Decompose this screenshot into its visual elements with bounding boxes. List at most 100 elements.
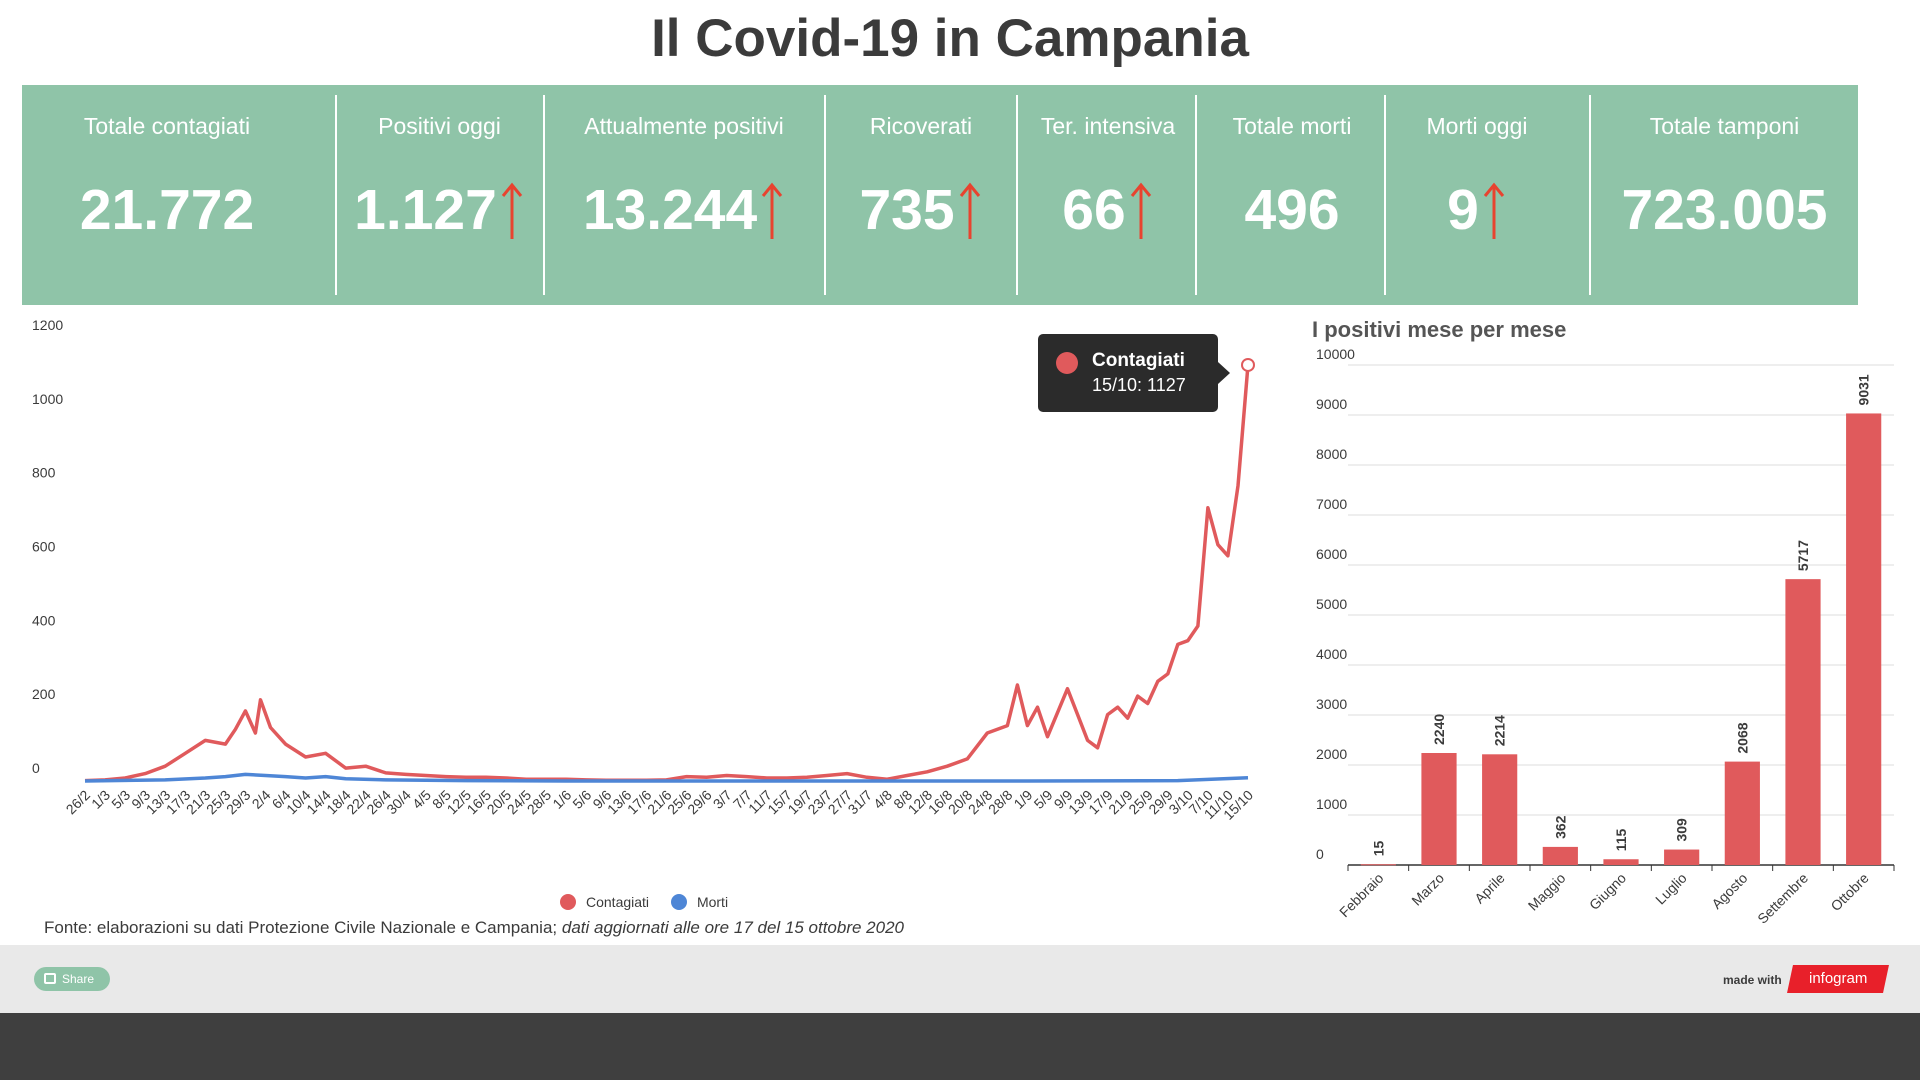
stat-attualmente-positivi: Attualmente positivi 13.244 [545,85,823,305]
y-tick-label: 0 [1316,846,1324,862]
y-tick-label: 7000 [1316,496,1347,512]
stat-label: Positivi oggi [378,113,501,139]
bar-value-label: 2240 [1431,714,1447,745]
bar-giugno[interactable] [1603,859,1639,865]
bottom-bar [0,1013,1920,1080]
stat-divider [543,95,545,295]
stat-divider [824,95,826,295]
x-tick-label: Ottobre [1827,870,1871,914]
stat-label: Totale contagiati [83,113,251,139]
stat-value: 1.127 [337,177,542,243]
stat-label: Ter. intensiva [1040,113,1176,139]
bar-value-label: 2214 [1492,715,1508,746]
bar-value-label: 9031 [1856,374,1872,405]
stat-value: 66 [1018,177,1198,243]
stat-number: 66 [1062,178,1126,242]
bar-febbraio[interactable] [1360,864,1396,866]
stat-number: 1.127 [354,178,497,242]
footer: Share made with infogram [0,945,1920,1013]
y-tick-label: 200 [32,686,56,702]
x-tick-label: Aprile [1471,870,1508,907]
bar-maggio[interactable] [1542,846,1578,865]
up-arrow-icon [501,182,522,239]
stat-number: 723.005 [1621,178,1828,242]
bar-marzo[interactable] [1421,753,1457,865]
legend-item-contagiati[interactable]: Contagiati [560,894,649,910]
x-tick-label: Marzo [1408,870,1447,909]
stats-panel: Totale contagiati 21.772 Positivi oggi 1… [22,85,1858,305]
bar-value-label: 309 [1674,818,1690,842]
page-title: Il Covid-19 in Campania [651,9,1249,68]
stat-number: 13.244 [582,178,758,242]
y-tick-label: 600 [32,539,56,555]
legend-item-morti[interactable]: Morti [670,894,729,910]
stat-morti-oggi: Morti oggi 9 [1386,85,1568,305]
x-tick-label: Luglio [1652,870,1690,908]
y-tick-label: 800 [32,465,56,481]
bar-value-label: 2068 [1734,722,1750,753]
stat-value: 13.244 [545,177,823,243]
legend-label: Morti [696,894,729,910]
stat-number: 21.772 [79,178,255,242]
bar-agosto[interactable] [1724,761,1760,865]
stat-value: 9 [1386,177,1568,243]
update-note: dati aggiornati alle ore 17 del 15 ottob… [561,918,905,937]
stat-value: 21.772 [22,177,312,243]
share-button[interactable]: Share [34,967,110,991]
line-chart: 02004006008001000120026/21/35/39/313/317… [32,317,1256,823]
y-tick-label: 400 [32,612,56,628]
x-tick-label: Settembre [1754,870,1811,927]
bar-value-label: 15 [1370,840,1386,856]
stat-positivi-oggi: Positivi oggi 1.127 [337,85,542,305]
y-tick-label: 2000 [1316,746,1347,762]
stat-divider [1384,95,1386,295]
bar-aprile[interactable] [1482,754,1518,865]
stat-label: Totale tamponi [1649,113,1800,139]
bar-settembre[interactable] [1785,579,1821,865]
stat-totale-tamponi: Totale tamponi 723.005 [1591,85,1858,305]
bar-chart-title: I positivi mese per mese [1312,317,1566,342]
chart-tooltip: Contagiati 15/10: 1127 [1038,334,1230,412]
bar-luglio[interactable] [1664,849,1700,865]
y-tick-label: 0 [32,760,40,776]
stat-value: 723.005 [1591,177,1858,243]
infogram-logo[interactable]: infogram [1787,965,1889,993]
tooltip-series-dot [1056,352,1078,374]
bar-value-label: 115 [1613,828,1629,851]
stat-ricoverati: Ricoverati 735 [826,85,1016,305]
made-with-label: made with [1723,973,1782,987]
tooltip-value: 15/10: 1127 [1092,375,1186,395]
up-arrow-icon [762,182,783,239]
source-note: Fonte: elaborazioni su dati Protezione C… [44,918,904,938]
bar-ottobre[interactable] [1846,413,1882,865]
x-tick-label: Febbraio [1336,870,1387,921]
stat-terapia-intensiva: Ter. intensiva 66 [1018,85,1198,305]
stat-totale-contagiati: Totale contagiati 21.772 [22,85,312,305]
up-arrow-icon [1483,182,1505,239]
share-label: Share [62,972,95,986]
y-tick-label: 1200 [32,317,63,333]
legend-label: Contagiati [586,894,650,910]
stat-divider [1195,95,1197,295]
source-text: Fonte: elaborazioni su dati Protezione C… [44,918,558,937]
stat-label: Totale morti [1232,113,1352,139]
bar-chart: I positivi mese per mese 0 1000 2000 3000 400… [1312,317,1895,927]
highlight-point[interactable] [1241,357,1255,372]
legend-dot [670,894,687,910]
stat-label: Ricoverati [869,113,973,139]
x-tick-label: Agosto [1708,870,1750,912]
stat-divider [335,95,337,295]
y-tick-label: 6000 [1316,546,1347,562]
stat-label: Attualmente positivi [584,113,784,139]
y-tick-label: 1000 [1316,796,1347,812]
series-line-contagiati[interactable] [84,364,1250,783]
x-tick-label: Maggio [1525,870,1569,914]
y-tick-label: 4000 [1316,646,1347,662]
series-line-morti[interactable] [84,772,1249,783]
stat-label: Morti oggi [1426,113,1528,139]
stat-value: 496 [1197,177,1387,243]
stat-number: 735 [859,178,955,242]
bar-value-label: 5717 [1795,540,1811,571]
y-tick-label: 3000 [1316,696,1347,712]
